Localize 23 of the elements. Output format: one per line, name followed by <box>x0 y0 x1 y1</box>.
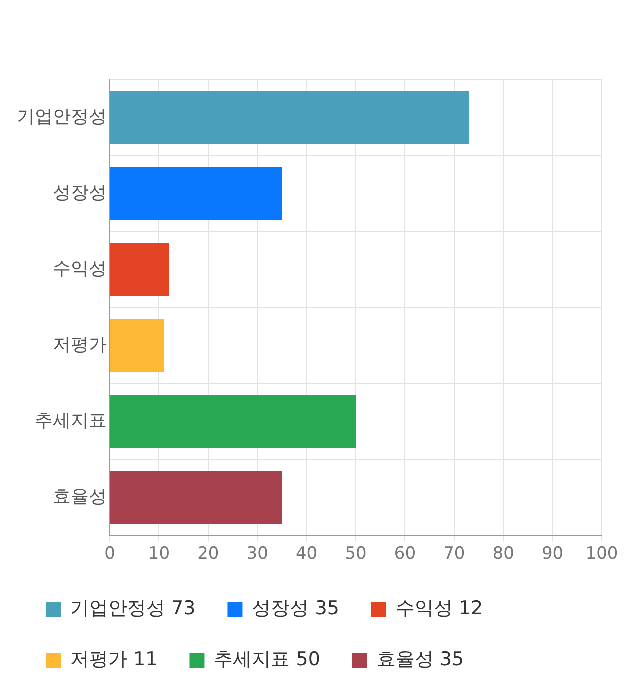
x-tick-label: 40 <box>296 544 318 564</box>
x-tick-label: 30 <box>246 544 268 564</box>
x-tick-label: 90 <box>542 544 564 564</box>
x-tick-label: 60 <box>394 544 416 564</box>
legend-label: 저평가 11 <box>70 648 158 670</box>
y-tick-label: 기업안정성 <box>17 106 107 128</box>
y-tick-label: 추세지표 <box>35 410 107 432</box>
y-tick-label: 성장성 <box>53 182 107 204</box>
x-tick-label: 20 <box>198 544 220 564</box>
x-tick-label: 50 <box>345 544 367 564</box>
x-tick-label: 10 <box>148 544 170 564</box>
x-tick-label: 100 <box>586 544 618 564</box>
x-tick-label: 0 <box>104 544 116 564</box>
legend-label: 수익성 12 <box>396 597 484 620</box>
legend-label: 효율성 35 <box>376 648 464 670</box>
x-tick-label: 80 <box>492 544 514 564</box>
y-tick-label: 효율성 <box>53 486 107 508</box>
y-tick-label: 수익성 <box>53 258 107 280</box>
y-tick-label: 저평가 <box>53 334 107 356</box>
legend-label: 기업안정성 73 <box>70 597 196 620</box>
legend-label: 추세지표 50 <box>214 648 320 670</box>
x-tick-label: 70 <box>444 544 466 564</box>
legend-label: 성장성 35 <box>252 597 340 620</box>
